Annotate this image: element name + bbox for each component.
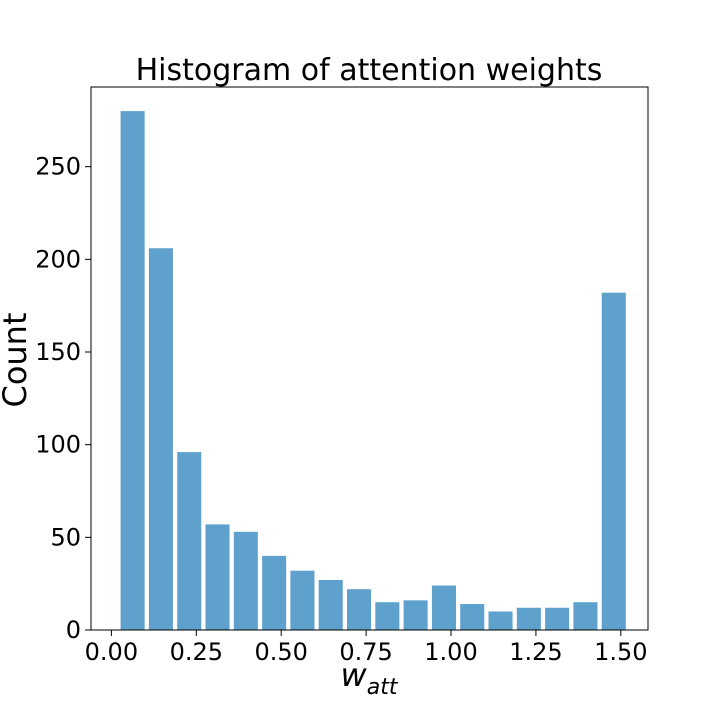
- histogram-bar: [205, 524, 230, 630]
- x-tick-label: 1.50: [594, 638, 647, 666]
- histogram-bar: [375, 602, 400, 630]
- x-axis-label-subscript: att: [367, 675, 399, 700]
- y-tick-label: 0: [66, 616, 81, 644]
- histogram-bar: [516, 607, 541, 630]
- histogram-bar: [262, 555, 287, 630]
- histogram-bar: [460, 604, 485, 630]
- x-tick-label: 1.00: [424, 638, 477, 666]
- histogram-bar: [148, 248, 173, 631]
- histogram-bar: [573, 602, 598, 630]
- x-axis-label: watt: [341, 656, 399, 700]
- histogram-bar: [347, 589, 372, 630]
- y-axis-label: Count: [0, 312, 34, 407]
- x-tick-label: 0.25: [170, 638, 223, 666]
- x-axis-ticks: 0.00 0.25 0.50 0.75 1.00 1.25 1.50: [85, 630, 648, 666]
- x-tick-label: 0.00: [85, 638, 138, 666]
- histogram-bar: [318, 579, 343, 630]
- histogram-bar: [488, 611, 513, 630]
- histogram-bar: [545, 607, 570, 630]
- histogram-bar: [120, 111, 145, 631]
- x-axis-label-main: w: [341, 656, 368, 694]
- plot-frame: [90, 86, 649, 631]
- x-tick-label: 0.75: [339, 638, 392, 666]
- chart-title: Histogram of attention weights: [136, 53, 603, 88]
- histogram-bar: [403, 600, 428, 630]
- histogram-bar: [431, 585, 456, 630]
- x-tick-label: 1.25: [509, 638, 562, 666]
- histogram-bar: [177, 452, 202, 630]
- histogram-bar: [290, 570, 315, 630]
- y-tick-label: 100: [35, 431, 81, 459]
- y-tick-label: 250: [35, 153, 81, 181]
- histogram-bar: [233, 531, 258, 630]
- y-tick-label: 150: [35, 338, 81, 366]
- y-tick-label: 200: [35, 245, 81, 273]
- bars-group: [120, 111, 626, 631]
- y-axis-ticks: 0 50 100 150 200 250: [35, 153, 91, 644]
- histogram-bar: [601, 292, 626, 630]
- x-tick-label: 0.50: [254, 638, 307, 666]
- y-tick-label: 50: [50, 523, 81, 551]
